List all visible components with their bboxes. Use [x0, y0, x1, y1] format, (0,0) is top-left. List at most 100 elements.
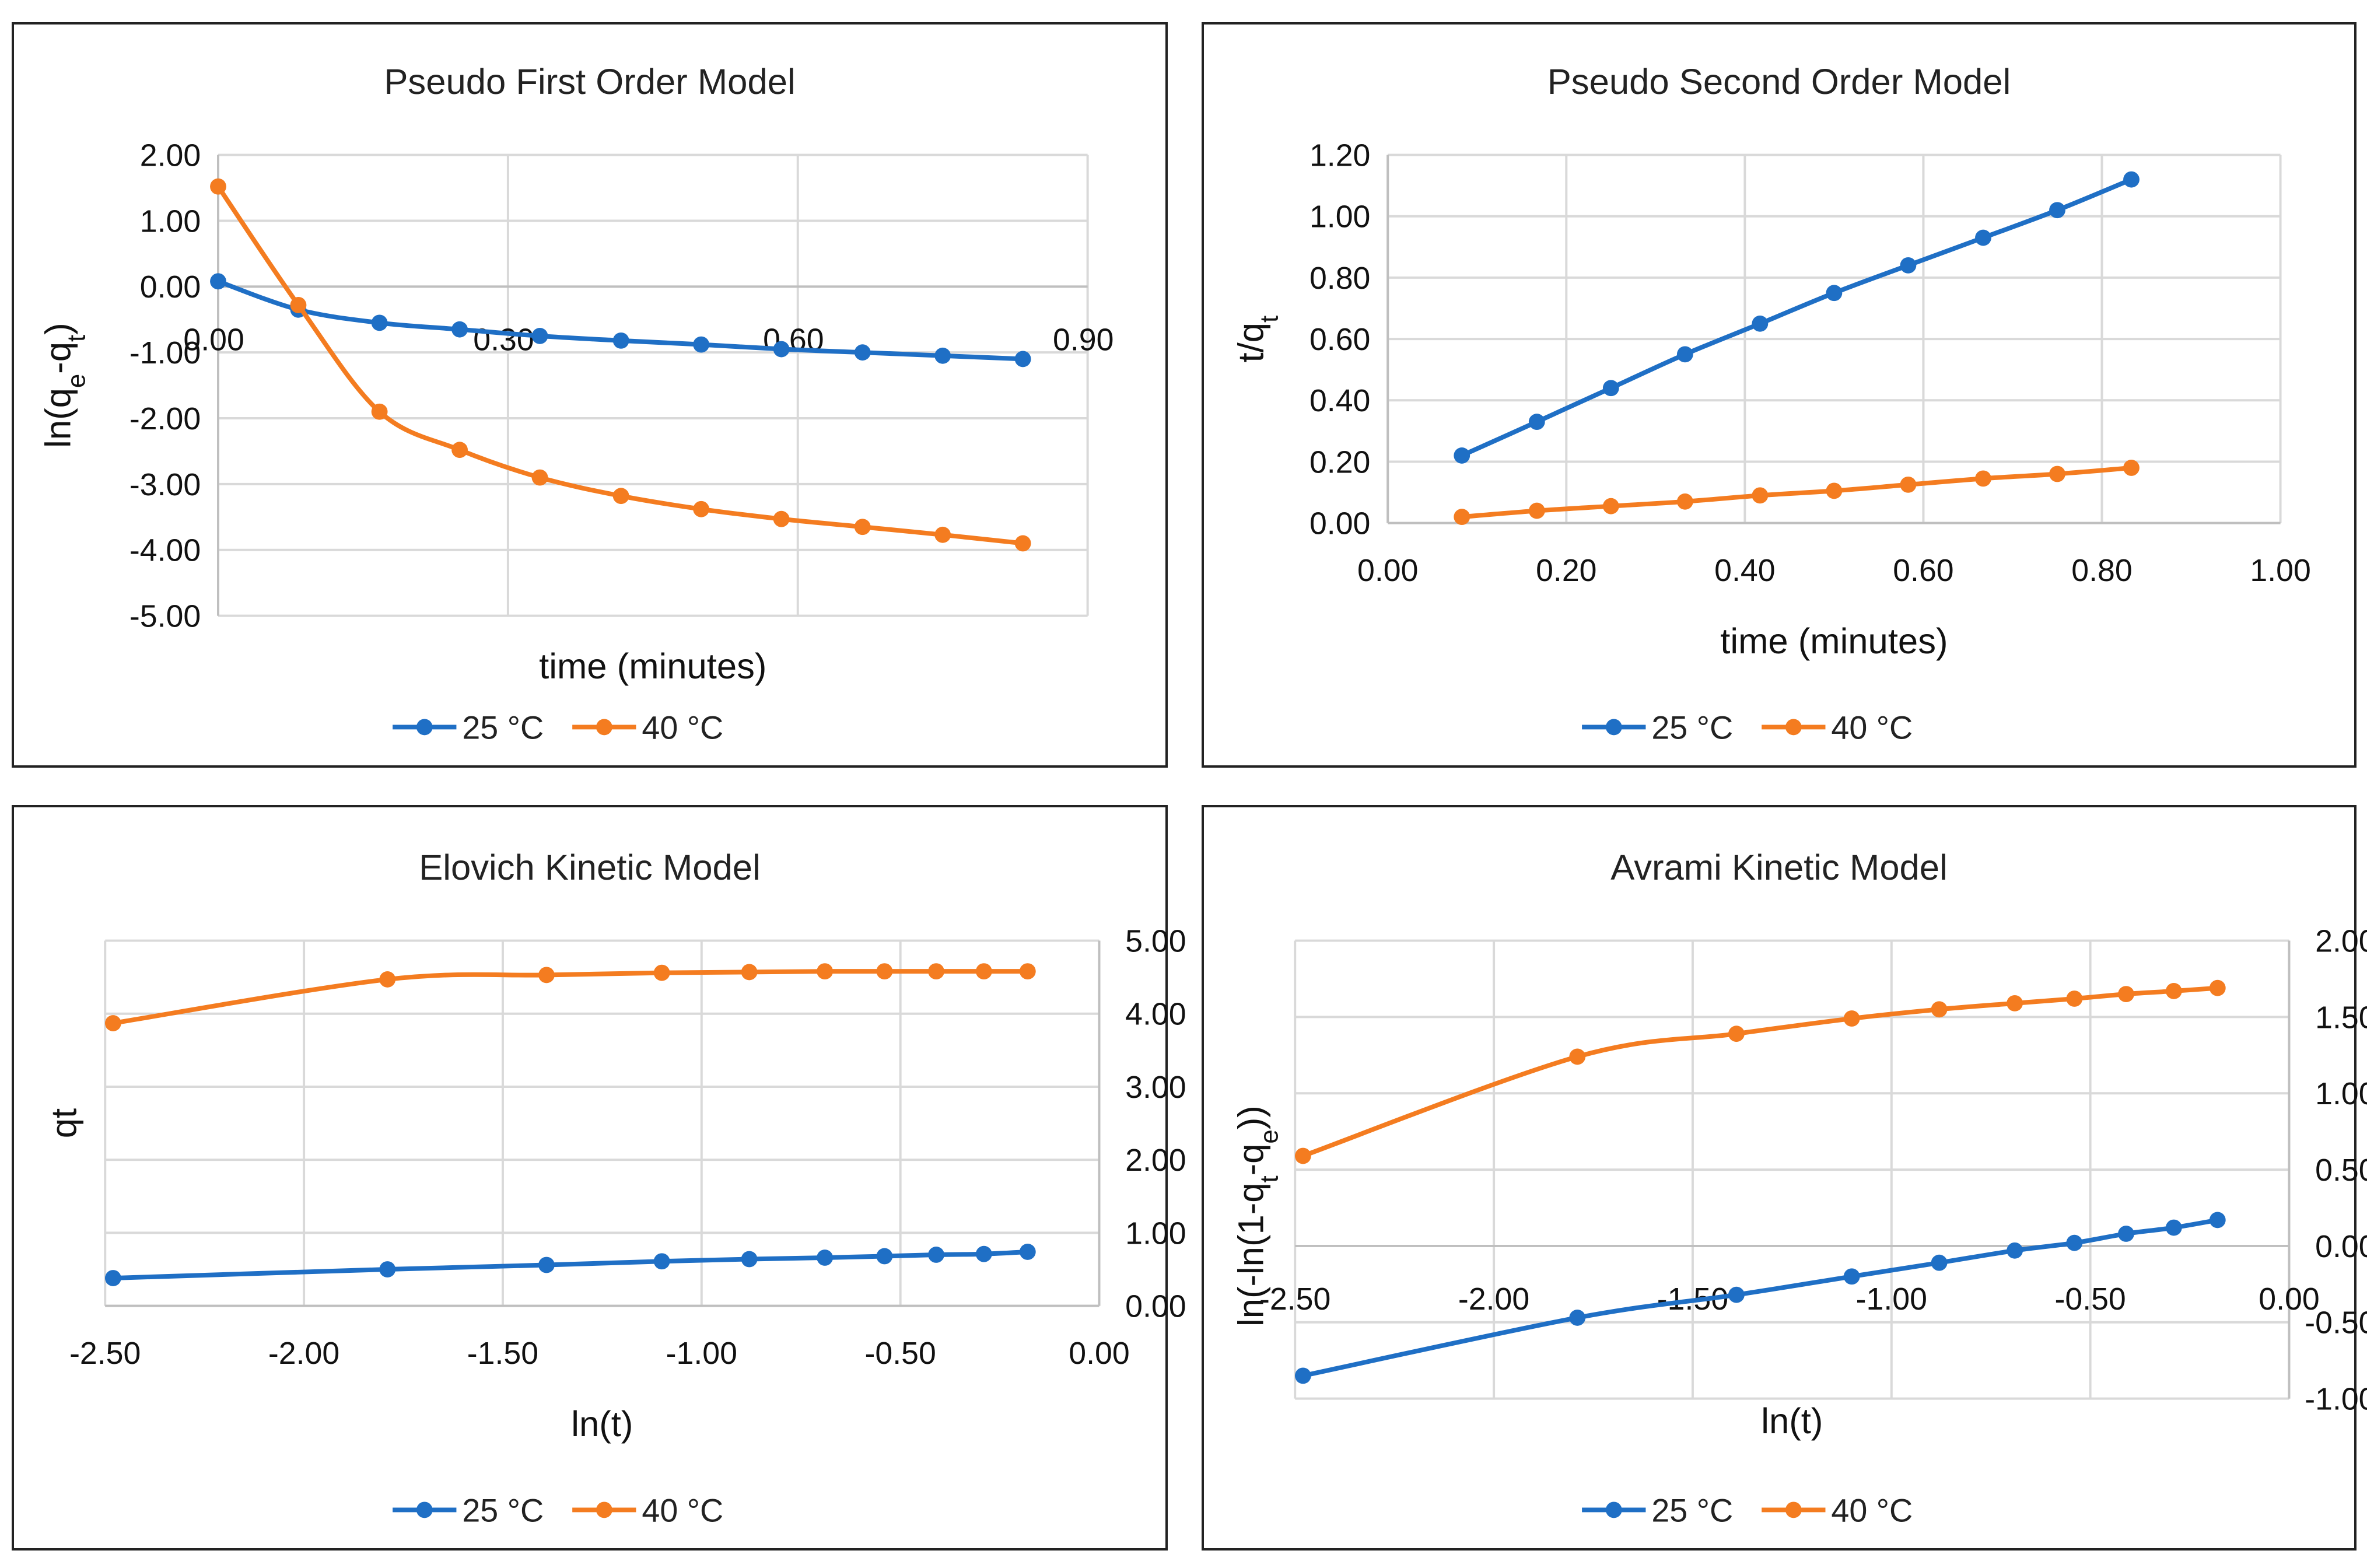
x-tick-label: 1.00 [2250, 553, 2310, 588]
y-tick-label: 0.50 [2315, 1153, 2367, 1188]
data-point [1900, 257, 1917, 274]
legend-label: 25 °C [462, 1492, 544, 1528]
data-point [538, 967, 555, 984]
data-point [371, 403, 388, 420]
y-tick-label: 5.00 [1125, 923, 1186, 958]
legend-marker [1605, 719, 1622, 736]
data-point [876, 1248, 893, 1265]
y-tick-label: -4.00 [129, 533, 201, 568]
data-point [1826, 285, 1843, 302]
legend-label: 40 °C [642, 1492, 723, 1528]
data-point [1294, 1147, 1311, 1164]
legend-label: 25 °C [1651, 1492, 1733, 1528]
data-point [1826, 482, 1843, 499]
legend-marker [1785, 719, 1802, 736]
data-point [817, 963, 834, 980]
data-point [653, 964, 670, 981]
y-tick-label: 0.00 [1309, 506, 1370, 541]
data-point [1931, 1001, 1948, 1018]
data-point [876, 963, 893, 980]
legend-marker [1605, 1502, 1622, 1518]
x-tick-label: -2.00 [1458, 1282, 1529, 1317]
y-tick-label: -2.00 [129, 401, 201, 436]
data-point [2123, 171, 2140, 188]
x-tick-label: -2.00 [268, 1336, 339, 1371]
data-point [379, 971, 396, 988]
data-point [1752, 315, 1769, 332]
x-axis-title: time (minutes) [539, 646, 766, 687]
data-point [379, 1261, 396, 1278]
chart-elovich-svg: Elovich Kinetic Model 0.00 1.00 2.00 3.00 4.0… [44, 848, 1186, 1528]
data-point [1728, 1286, 1745, 1303]
y-tick-label: -1.00 [2305, 1381, 2367, 1416]
data-point [1728, 1026, 1745, 1042]
data-point [1975, 229, 1991, 246]
data-point [741, 1251, 758, 1268]
data-point [210, 178, 226, 195]
data-point [2209, 1212, 2226, 1228]
data-point [1931, 1254, 1948, 1271]
data-point [928, 1247, 944, 1263]
data-point [1019, 963, 1036, 980]
legend: 25 °C 40 °C [393, 1492, 723, 1528]
data-point [531, 469, 548, 486]
y-tick-label: 0.60 [1309, 322, 1370, 357]
y-tick-label: 0.20 [1309, 444, 1370, 480]
data-point [1569, 1310, 1586, 1326]
series-40c [1294, 979, 2226, 1164]
x-tick-label: 0.90 [1053, 323, 1114, 358]
x-tick-label: -2.50 [69, 1336, 141, 1371]
data-point [1843, 1268, 1860, 1285]
legend: 25 °C 40 °C [1582, 1492, 1913, 1528]
y-tick-label: 1.20 [1309, 138, 1370, 173]
x-tick-label: -1.00 [1856, 1282, 1927, 1317]
series-25c [104, 1244, 1036, 1286]
data-point [975, 963, 992, 980]
legend-label: 25 °C [1651, 709, 1733, 746]
data-point [817, 1250, 834, 1266]
y-tick-label: 1.00 [1309, 200, 1370, 235]
y-axis-title: ln(qe-qt) [38, 323, 91, 448]
series-40c [210, 178, 1031, 552]
y-tick-label: 0.00 [140, 270, 201, 304]
gridlines [1294, 939, 2291, 1400]
x-tick-label: -0.50 [2054, 1282, 2126, 1317]
x-axis-title: time (minutes) [1720, 621, 1948, 662]
series-25c [1294, 1212, 2226, 1384]
data-point [1843, 1010, 1860, 1027]
data-point [371, 314, 388, 331]
data-point [1528, 502, 1545, 519]
y-tick-label: 1.00 [2315, 1076, 2367, 1111]
data-point [1602, 380, 1619, 397]
chart-title: Elovich Kinetic Model [419, 848, 761, 888]
chart-pseudo-second-order: Pseudo Second Order Model 0.00 0.20 0.40 0.6… [1202, 22, 2357, 768]
data-point [741, 964, 758, 981]
data-point [854, 344, 871, 361]
x-tick-label: 0.60 [1893, 553, 1953, 588]
data-point [2209, 979, 2226, 996]
y-tick-label: 0.40 [1309, 383, 1370, 418]
data-point [2066, 1234, 2083, 1251]
y-tick-label: -3.00 [129, 467, 201, 502]
data-point [773, 341, 790, 358]
data-point [1975, 470, 1991, 487]
x-tick-label: -2.50 [1259, 1282, 1330, 1317]
series-40c [1454, 460, 2140, 526]
y-tick-label: -5.00 [129, 598, 201, 634]
data-point [1014, 351, 1031, 368]
chart-pseudo-first-order-svg: Pseudo First Order Model -5.00 -4.00 -3.00 -… [38, 62, 1114, 746]
data-point [210, 273, 226, 290]
data-point [612, 332, 629, 349]
data-point [1019, 1244, 1036, 1260]
y-tick-label: 1.50 [2315, 1000, 2367, 1035]
chart-elovich: Elovich Kinetic Model 0.00 1.00 2.00 3.00 4.0… [12, 805, 1186, 1550]
data-point [1014, 535, 1031, 552]
legend-marker [1785, 1502, 1802, 1518]
data-point [2049, 466, 2065, 482]
y-tick-label: 1.00 [140, 204, 201, 239]
data-point [854, 519, 871, 536]
x-axis-title: ln(t) [1761, 1401, 1823, 1441]
y-axis-title: ln(-ln(1-qt-qe)) [1231, 1105, 1284, 1326]
chart-title: Avrami Kinetic Model [1610, 848, 1948, 888]
data-point [693, 501, 710, 517]
